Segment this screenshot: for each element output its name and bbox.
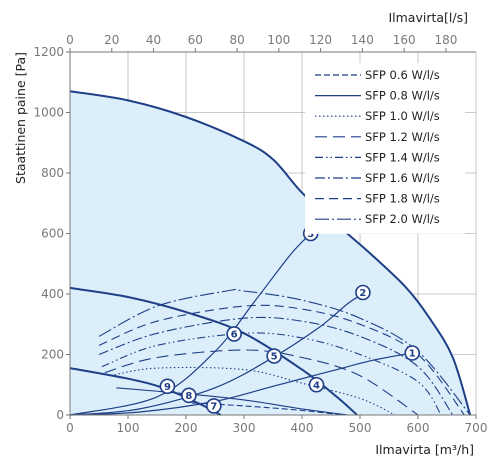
y-tick-label: 600 xyxy=(41,227,64,241)
marker-label: 3 xyxy=(307,229,314,240)
operating-point-5: 5 xyxy=(266,348,282,364)
x2-axis-ticks: 0 20 40 60 80 100 120 140 160 180 xyxy=(66,33,457,52)
x2-tick-label: 0 xyxy=(66,33,74,47)
y-tick-label: 1000 xyxy=(33,106,64,120)
x2-tick-label: 140 xyxy=(351,33,374,47)
operating-point-4: 4 xyxy=(308,376,325,393)
legend-label: SFP 1.6 W/l/s xyxy=(365,171,440,185)
x-tick-label: 0 xyxy=(66,421,74,435)
x2-tick-label: 80 xyxy=(229,33,244,47)
x-tick-label: 100 xyxy=(117,421,140,435)
marker-circle xyxy=(404,345,421,361)
y-axis-ticks: 0 200 400 600 800 1000 1200 xyxy=(33,45,70,422)
marker-label: 4 xyxy=(313,380,320,391)
x2-tick-label: 100 xyxy=(267,33,290,47)
legend-label: SFP 0.6 W/l/s xyxy=(365,68,440,82)
x-tick-label: 200 xyxy=(175,421,198,435)
x-tick-label: 700 xyxy=(465,421,488,435)
y-tick-label: 800 xyxy=(41,166,64,180)
marker-label: 8 xyxy=(185,391,192,402)
x2-axis-title: Ilmavirta[l/s] xyxy=(388,10,468,25)
sfp-line-5 xyxy=(101,332,442,416)
marker-label: 1 xyxy=(409,349,416,360)
marker-circle xyxy=(226,326,242,342)
operating-point-7: 7 xyxy=(206,398,222,414)
x2-tick-label: 60 xyxy=(188,33,203,47)
sfp-line-7 xyxy=(98,304,465,416)
x-tick-label: 500 xyxy=(349,421,372,435)
sfp-line-3 xyxy=(110,366,396,416)
operating-point-8: 8 xyxy=(181,387,197,404)
marker-circle xyxy=(355,284,371,301)
fan-curve-mid xyxy=(69,286,358,416)
legend-label: SFP 1.8 W/l/s xyxy=(365,192,440,206)
x2-tick-label: 180 xyxy=(434,33,457,47)
y-tick-label: 200 xyxy=(41,348,64,362)
x-tick-label: 300 xyxy=(233,421,256,435)
x2-tick-label: 40 xyxy=(146,33,161,47)
x2-tick-label: 120 xyxy=(309,33,332,47)
sfp-line-6 xyxy=(98,316,454,416)
marker-label: 5 xyxy=(271,352,278,363)
legend-label: SFP 1.2 W/l/s xyxy=(365,130,440,144)
y-axis-title: Staattinen paine [Pa] xyxy=(13,52,28,184)
operating-point-6: 6 xyxy=(226,326,242,342)
sfp-line-2 xyxy=(116,387,349,416)
operating-point-1: 1 xyxy=(404,345,421,361)
x-tick-label: 600 xyxy=(407,421,430,435)
x2-tick-label: 20 xyxy=(104,33,119,47)
marker-circle xyxy=(181,387,197,404)
marker-label: 6 xyxy=(231,330,238,341)
y-tick-label: 1200 xyxy=(33,45,64,59)
legend-label: SFP 1.4 W/l/s xyxy=(365,150,440,164)
x-axis-title: Ilmavirta [m³/h] xyxy=(375,442,474,457)
marker-circle xyxy=(159,378,176,395)
marker-label: 9 xyxy=(164,382,171,393)
y-tick-label: 0 xyxy=(56,408,64,422)
system-curve-sys-1 xyxy=(69,352,413,416)
y-tick-label: 400 xyxy=(41,287,64,301)
marker-label: 7 xyxy=(210,402,217,413)
operating-point-markers: 1 2 3 4 5 6 7 8 9 xyxy=(159,225,421,414)
x-tick-label: 400 xyxy=(291,421,314,435)
marker-circle xyxy=(308,376,325,393)
operating-point-9: 9 xyxy=(159,378,176,395)
x-axis-ticks: 0 100 200 300 400 500 600 700 xyxy=(66,415,487,435)
marker-circle xyxy=(266,348,282,364)
legend-label: SFP 2.0 W/l/s xyxy=(365,212,440,226)
legend-label: SFP 0.8 W/l/s xyxy=(365,89,440,103)
legend-box xyxy=(305,63,465,234)
x2-tick-label: 160 xyxy=(393,33,416,47)
operating-point-2: 2 xyxy=(355,284,371,301)
marker-circle xyxy=(206,398,222,414)
operating-area xyxy=(70,91,471,416)
operating-area-fill xyxy=(70,91,471,416)
legend: SFP 0.6 W/l/s SFP 0.8 W/l/s SFP 1.0 W/l/s S… xyxy=(305,63,465,234)
legend-label: SFP 1.0 W/l/s xyxy=(365,109,440,123)
marker-label: 2 xyxy=(359,288,366,299)
